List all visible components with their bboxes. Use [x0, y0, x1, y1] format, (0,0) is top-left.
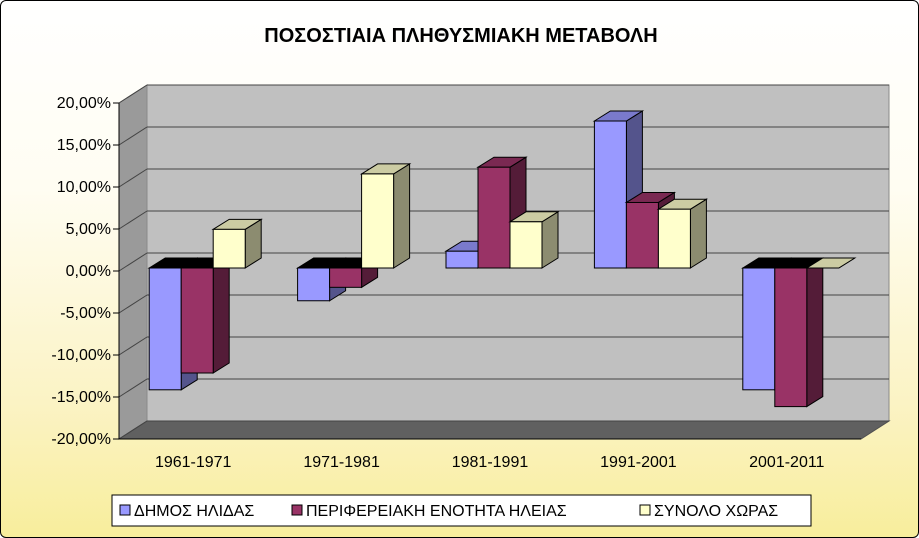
legend-label: ΣΥΝΟΛΟ ΧΩΡΑΣ — [654, 503, 778, 520]
legend-swatch — [639, 504, 651, 516]
legend-box — [111, 494, 812, 527]
bar-top — [805, 257, 857, 269]
x-tick-label: 1971-1981 — [303, 454, 380, 471]
legend-swatch — [119, 504, 131, 516]
bar-front — [445, 250, 479, 269]
bar-side — [806, 257, 824, 408]
y-tick-label: -20,00% — [51, 431, 111, 448]
y-tick-label: 15,00% — [57, 137, 111, 154]
gridline-side — [118, 294, 148, 314]
y-axis-ticks: -20,00% -15,00% -10,00% -5,00% 0,00% 5,00% 10,… — [51, 95, 120, 448]
bar-front — [297, 267, 331, 302]
bar-side — [393, 163, 411, 269]
gridline-side — [118, 210, 148, 230]
bar — [359, 163, 412, 269]
y-tick-label: 20,00% — [57, 95, 111, 112]
bar-front — [625, 201, 659, 269]
bar — [805, 257, 857, 269]
bar — [211, 218, 263, 269]
bar-side — [212, 257, 230, 374]
y-tick-label: 5,00% — [66, 221, 111, 238]
gridline-side — [118, 168, 148, 188]
x-tick-label: 1961-1971 — [155, 454, 232, 471]
legend-swatch — [291, 504, 303, 516]
y-tick-label: -5,00% — [60, 305, 111, 322]
gridline-side — [118, 336, 148, 356]
x-axis-ticks: 1961-1971 1971-1981 1981-1991 1991-2001 2001… — [119, 438, 861, 471]
bar-front — [148, 267, 182, 391]
bar-front — [329, 267, 363, 288]
bar-front — [509, 221, 543, 269]
bar — [656, 198, 709, 269]
floor — [117, 420, 891, 440]
bars — [147, 110, 857, 408]
bar-front — [774, 267, 808, 408]
bar — [327, 257, 380, 289]
gridline-side — [118, 84, 148, 104]
bar — [179, 257, 231, 374]
bar — [773, 257, 825, 408]
y-tick-label: -15,00% — [51, 389, 111, 406]
legend: ΔΗΜΟΣ ΗΛΙΔΑΣ ΠΕΡΙΦΕΡΕΙΑΚΗ ΕΝΟΤΗΤΑ ΗΛΕΙΑΣ Σ… — [111, 494, 812, 527]
gridline-side — [118, 378, 148, 398]
legend-label: ΔΗΜΟΣ ΗΛΙΔΑΣ — [134, 503, 254, 520]
legend-label: ΠΕΡΙΦΕΡΕΙΑΚΗ ΕΝΟΤΗΤΑ ΗΛΕΙΑΣ — [306, 503, 567, 520]
bar — [508, 210, 560, 269]
x-tick-label: 2001-2011 — [749, 454, 824, 471]
bar-side — [689, 198, 707, 269]
bar-front — [657, 208, 691, 269]
y-tick-label: 0,00% — [66, 263, 111, 280]
bar-front — [212, 228, 246, 269]
bar-front — [361, 173, 395, 269]
bar-front — [742, 267, 776, 391]
bar-front — [593, 120, 627, 269]
chart-title: ΠΟΣΟΣΤΙΑΙΑ ΠΛΗΘΥΣΜΙΑΚΗ ΜΕΤΑΒΟΛΗ — [264, 25, 657, 47]
gridline-side — [118, 252, 148, 272]
y-tick-label: -10,00% — [51, 347, 111, 364]
x-tick-label: 1981-1991 — [452, 454, 529, 471]
bar-front — [477, 166, 511, 269]
x-tick-label: 1991-2001 — [600, 454, 677, 471]
bar-front — [180, 267, 214, 374]
y-tick-label: 10,00% — [57, 179, 111, 196]
gridline-side — [118, 126, 148, 146]
gridline-side — [118, 420, 148, 440]
